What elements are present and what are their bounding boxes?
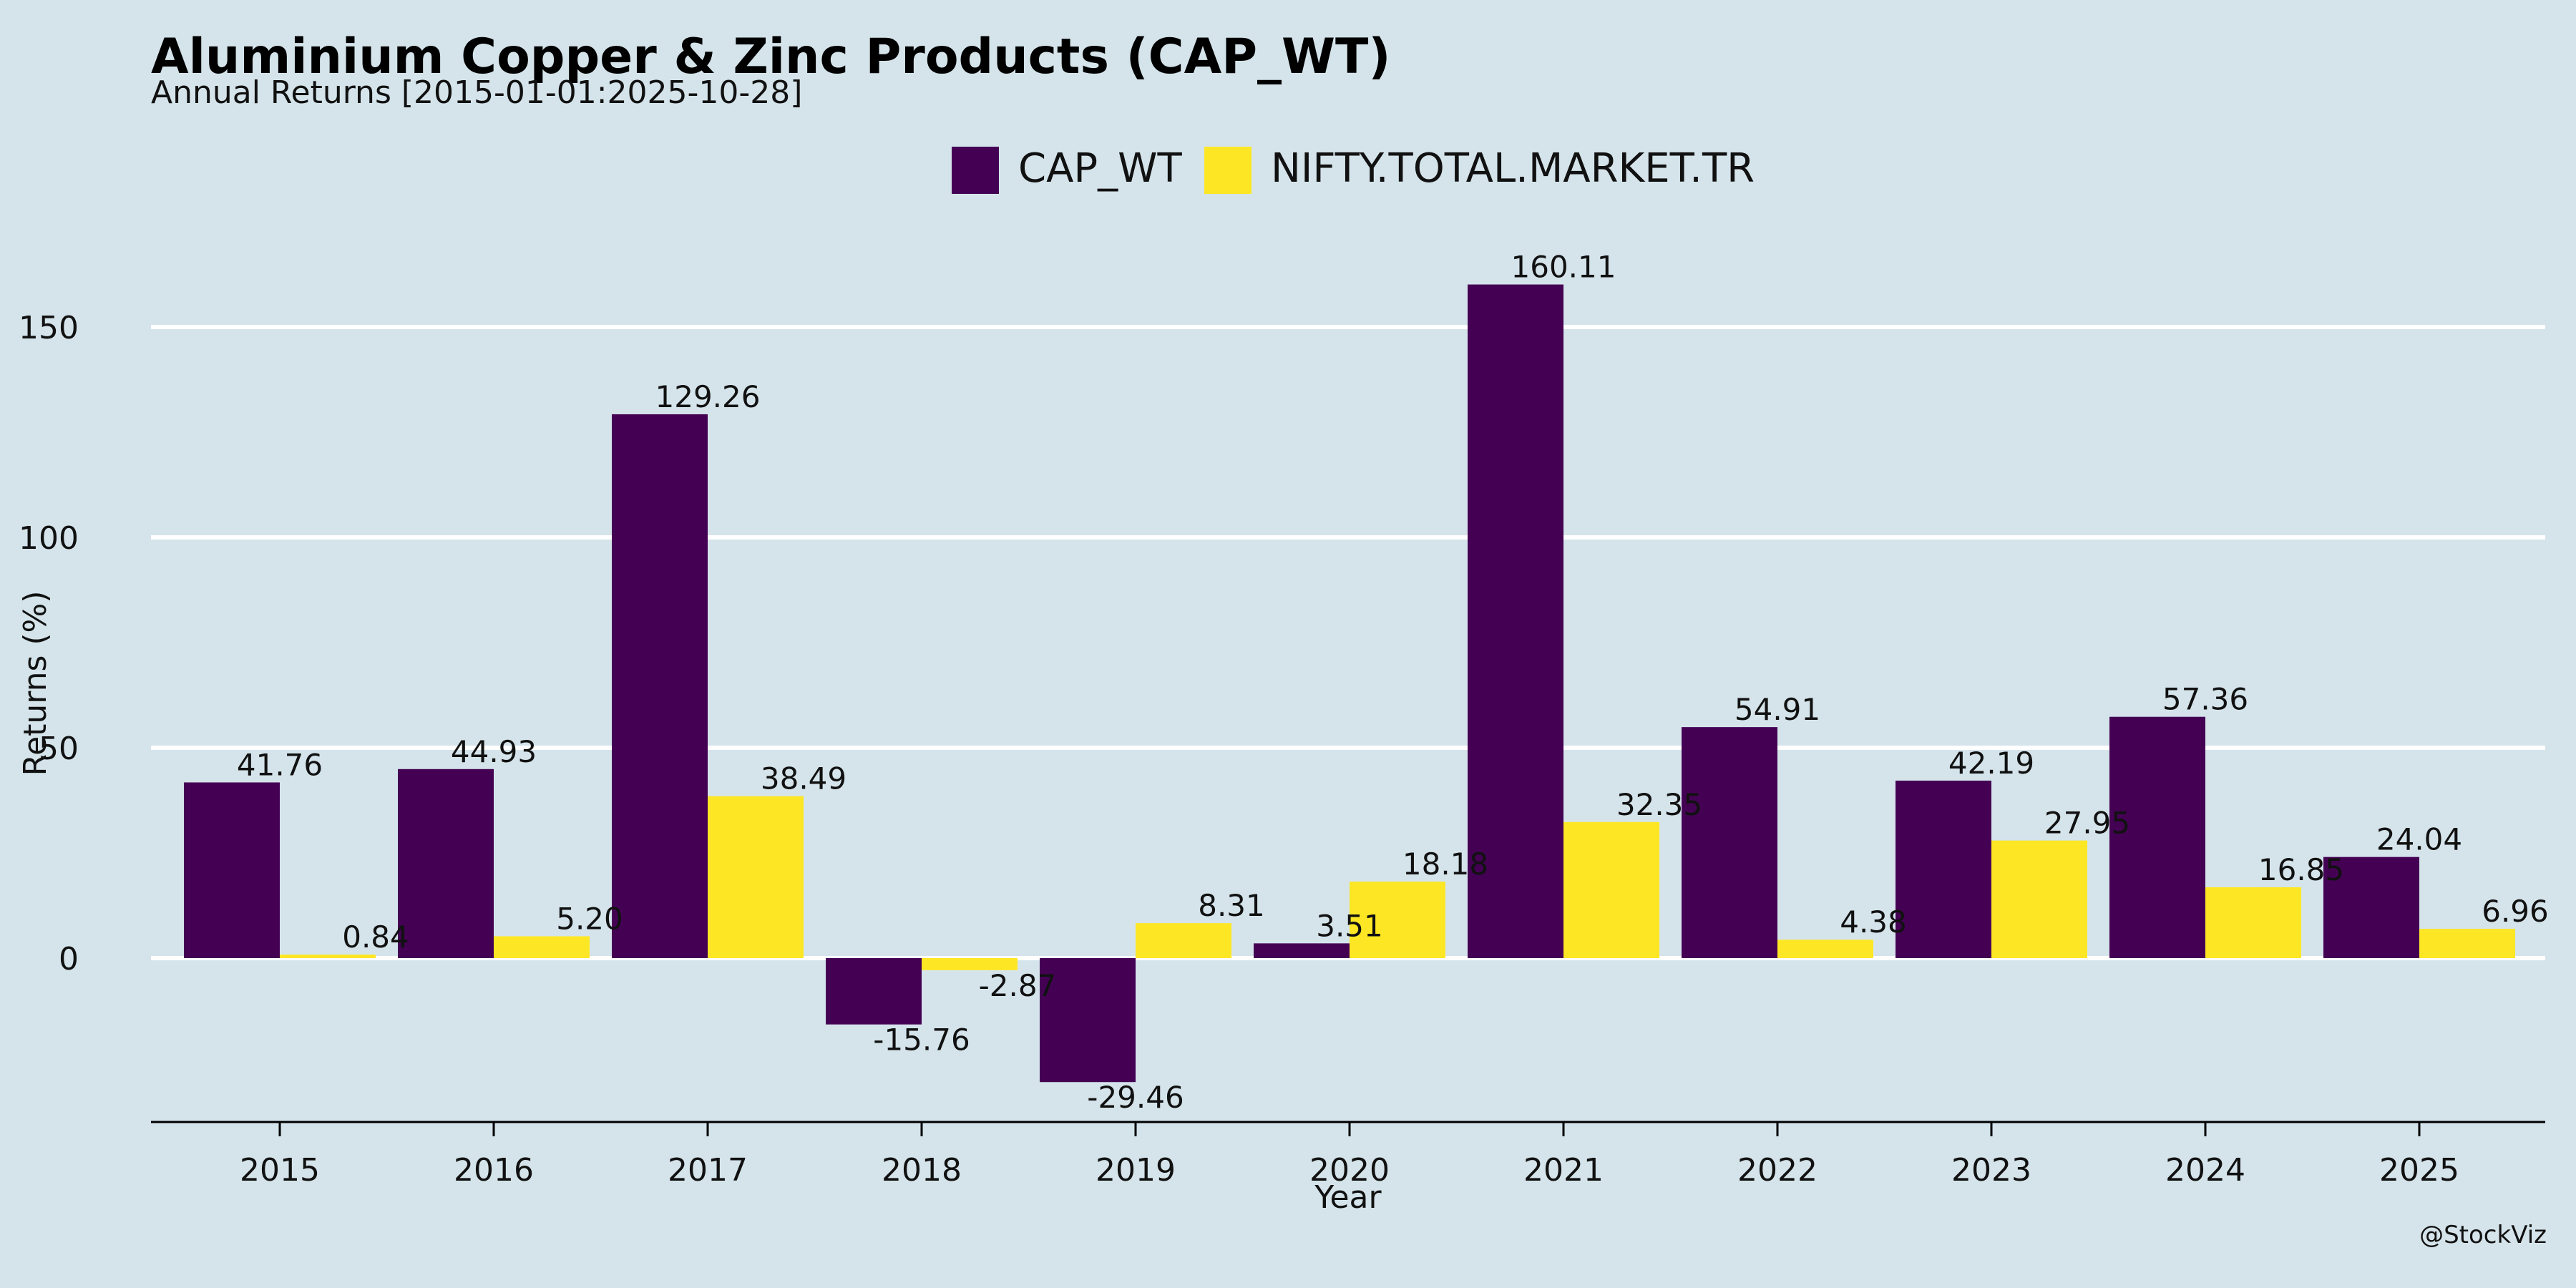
data-label-nifty-total-market-tr: 5.20 [556,901,623,936]
data-label-cap-wt: 54.91 [1735,692,1820,727]
x-tick-label: 2024 [2165,1152,2245,1189]
data-label-cap-wt: -15.76 [873,1023,970,1058]
chart-title: Aluminium Copper & Zinc Products (CAP_WT… [151,29,1391,85]
data-label-nifty-total-market-tr: 6.96 [2482,894,2549,929]
data-label-cap-wt: 3.51 [1316,908,1383,943]
data-label-nifty-total-market-tr: 32.35 [1616,787,1702,822]
data-label-nifty-total-market-tr: 8.31 [1198,888,1265,923]
bar-cap-wt [2323,857,2419,958]
bar-cap-wt [1896,780,1991,958]
bar-cap-wt [1468,284,1563,958]
x-tick-label: 2023 [1951,1152,2031,1189]
data-label-cap-wt: 57.36 [2162,682,2248,717]
x-tick-label: 2017 [668,1152,748,1189]
x-tick-label: 2018 [882,1152,962,1189]
chart-subtitle: Annual Returns [2015-01-01:2025-10-28] [151,74,803,111]
bar-nifty-total-market-tr [708,796,804,958]
x-tick-label: 2022 [1737,1152,1818,1189]
data-label-nifty-total-market-tr: -2.87 [979,968,1057,1003]
x-tick-label: 2015 [240,1152,320,1189]
data-label-cap-wt: 42.19 [1948,746,2034,781]
bar-cap-wt [184,782,280,958]
data-labels: 41.76 0.84 44.93 5.20 129.26 38.49 -15.76 -2.87… [237,250,2549,1116]
data-label-nifty-total-market-tr: 18.18 [1402,847,1488,882]
data-label-nifty-total-market-tr: 16.85 [2258,852,2344,887]
bar-nifty-total-market-tr [1136,923,1231,958]
data-label-cap-wt: 160.11 [1511,250,1616,285]
legend: CAP_WT NIFTY.TOTAL.MARKET.TR [952,145,1755,194]
bar-cap-wt [398,769,494,958]
bar-nifty-total-market-tr [1777,940,1873,958]
bar-cap-wt [826,958,922,1025]
data-label-cap-wt: 129.26 [655,379,761,414]
data-label-cap-wt: 24.04 [2376,822,2462,857]
axes: Returns (%) Year 0 50 100 150 2015 2016 2017 20… [17,310,2545,1216]
data-label-cap-wt: 44.93 [451,734,537,769]
legend-swatch-nifty-total-market-tr [1204,147,1252,194]
y-tick-label: 100 [19,520,79,557]
data-label-nifty-total-market-tr: 0.84 [342,919,409,955]
bars [184,284,2515,1083]
data-label-nifty-total-market-tr: 27.95 [2044,806,2130,841]
data-label-nifty-total-market-tr: 38.49 [761,761,847,796]
y-tick-label: 50 [39,731,79,767]
legend-swatch-cap-wt [952,147,999,194]
bar-nifty-total-market-tr [494,936,590,958]
bar-cap-wt [1040,958,1136,1083]
bar-nifty-total-market-tr [1991,840,2087,958]
x-tick-label: 2016 [454,1152,534,1189]
bar-cap-wt [1254,943,1350,958]
legend-label: NIFTY.TOTAL.MARKET.TR [1271,145,1755,192]
bar-cap-wt [2109,716,2205,958]
x-tick-label: 2025 [2379,1152,2459,1189]
x-tick-label: 2019 [1096,1152,1176,1189]
data-label-cap-wt: 41.76 [237,747,323,782]
x-tick-label: 2020 [1309,1152,1390,1189]
watermark: @StockViz [2419,1221,2547,1249]
x-axis-title: Year [1314,1179,1382,1216]
bar-cap-wt [612,414,708,958]
data-label-cap-wt: -29.46 [1087,1080,1184,1115]
data-label-nifty-total-market-tr: 4.38 [1840,904,1907,940]
y-tick-label: 150 [19,310,79,346]
x-tick-label: 2021 [1523,1152,1604,1189]
bar-cap-wt [1682,727,1777,958]
bar-nifty-total-market-tr [1563,821,1659,958]
y-tick-label: 0 [59,941,79,977]
bar-nifty-total-market-tr [922,958,1018,970]
y-axis-title: Returns (%) [17,590,54,776]
bar-nifty-total-market-tr [2419,929,2515,958]
bar-nifty-total-market-tr [2205,887,2301,958]
legend-label: CAP_WT [1018,145,1183,192]
bar-nifty-total-market-tr [280,955,376,958]
bar-nifty-total-market-tr [1350,882,1445,958]
